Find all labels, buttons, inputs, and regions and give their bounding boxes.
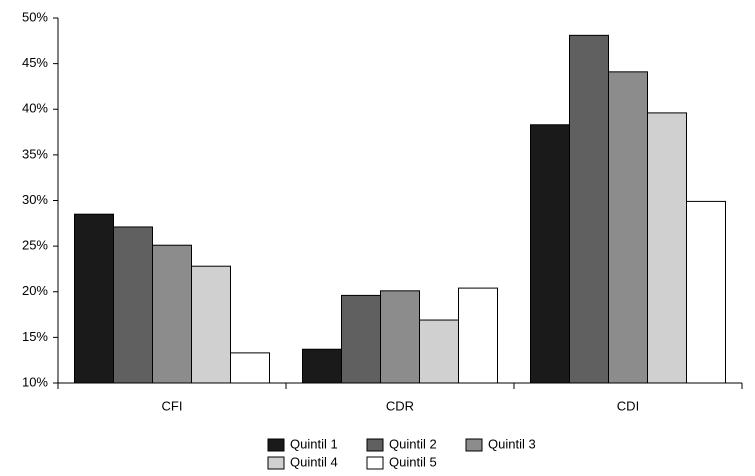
bar bbox=[230, 352, 270, 384]
y-tick-label: 15% bbox=[22, 329, 48, 344]
y-tick-label: 40% bbox=[22, 101, 48, 116]
legend-swatch bbox=[366, 456, 384, 470]
y-tick-label: 50% bbox=[22, 9, 48, 24]
legend-swatch bbox=[465, 438, 483, 452]
y-tick-label: 35% bbox=[22, 146, 48, 161]
bar bbox=[191, 265, 231, 384]
legend-label: Quintil 1 bbox=[290, 436, 338, 451]
bar bbox=[380, 290, 420, 384]
bar bbox=[647, 112, 687, 384]
legend-swatch bbox=[366, 438, 384, 452]
bar bbox=[341, 294, 381, 384]
x-tick-label: CFI bbox=[162, 398, 183, 413]
legend-label: Quintil 3 bbox=[488, 436, 536, 451]
legend-swatch bbox=[267, 438, 285, 452]
bar bbox=[419, 319, 459, 384]
y-tick-label: 30% bbox=[22, 192, 48, 207]
bar bbox=[458, 287, 498, 384]
y-tick-label: 25% bbox=[22, 238, 48, 253]
legend-label: Quintil 4 bbox=[290, 454, 338, 469]
y-tick-label: 10% bbox=[22, 374, 48, 389]
legend-swatch bbox=[267, 456, 285, 470]
bar bbox=[74, 213, 114, 384]
legend-label: Quintil 2 bbox=[389, 436, 437, 451]
bar bbox=[686, 200, 726, 384]
x-tick-label: CDI bbox=[617, 398, 639, 413]
y-tick-label: 45% bbox=[22, 55, 48, 70]
bar bbox=[569, 34, 609, 384]
bar bbox=[113, 226, 153, 384]
bar bbox=[152, 244, 192, 384]
x-tick-label: CDR bbox=[386, 398, 414, 413]
y-tick-label: 20% bbox=[22, 283, 48, 298]
bar bbox=[302, 348, 342, 384]
bar bbox=[608, 71, 648, 384]
legend-label: Quintil 5 bbox=[389, 454, 437, 469]
bar bbox=[530, 124, 570, 384]
